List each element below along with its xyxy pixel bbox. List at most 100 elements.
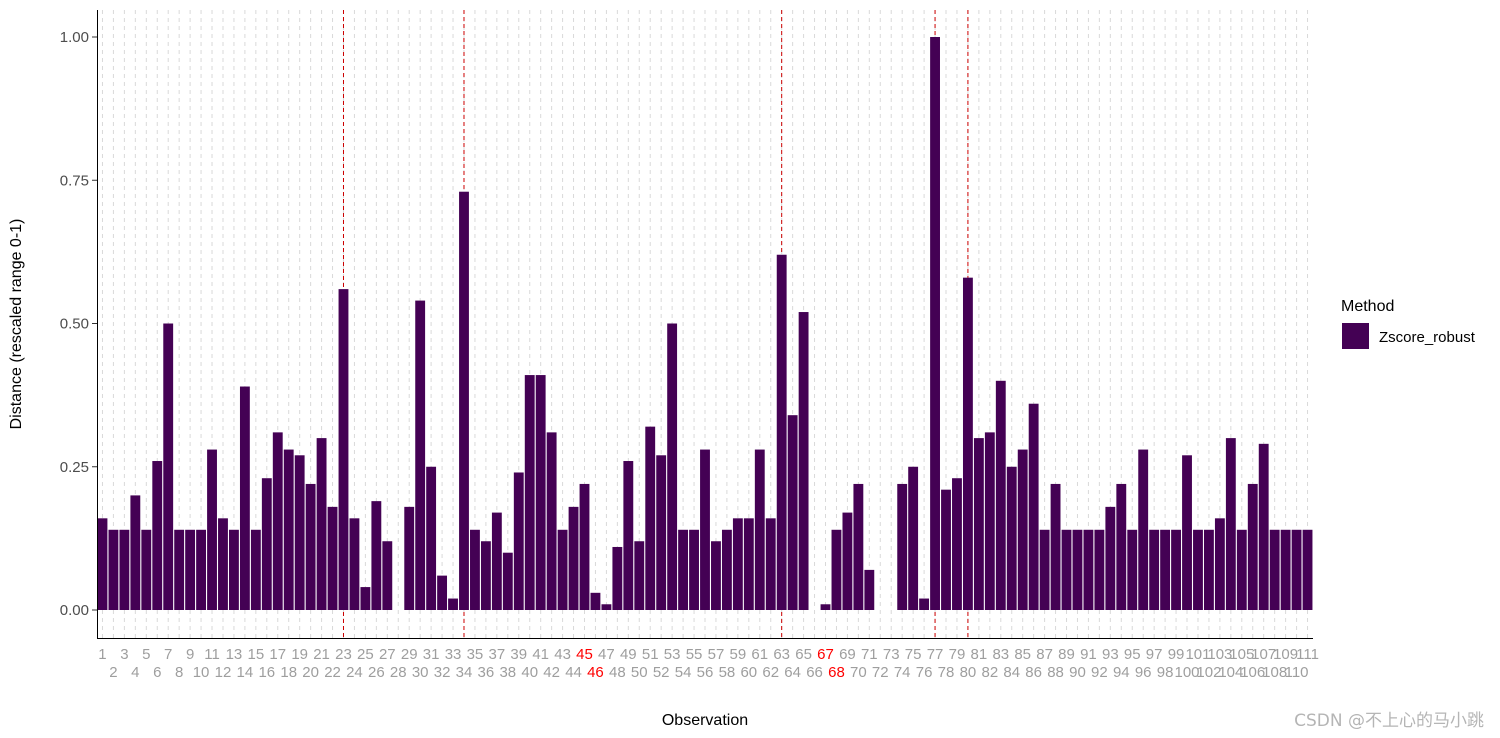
bar (919, 598, 930, 610)
x-tick-label: 43 (554, 646, 571, 663)
x-tick-label: 53 (664, 646, 681, 663)
x-tick-label: 84 (1003, 664, 1020, 681)
y-tick-label: 0.00 (60, 602, 89, 619)
bar (448, 598, 458, 610)
x-tick-label: 13 (226, 646, 243, 663)
bar (535, 375, 546, 610)
x-tick-label: 42 (543, 664, 560, 681)
bar (656, 455, 667, 610)
bar (853, 483, 864, 610)
x-tick-label: 15 (248, 646, 265, 663)
y-tick-label: 1.00 (60, 29, 89, 46)
x-tick-label: 62 (762, 664, 779, 681)
bar (426, 466, 437, 610)
x-axis-title: Observation (662, 712, 748, 729)
x-tick-label: 95 (1124, 646, 1141, 663)
legend-title: Method (1341, 298, 1394, 315)
x-tick-label: 64 (784, 664, 801, 681)
x-tick-label: 99 (1168, 646, 1185, 663)
bar (820, 604, 831, 610)
x-tick-label: 4 (131, 664, 139, 681)
legend-label: Zscore_robust (1379, 329, 1476, 346)
bar (1193, 529, 1203, 610)
x-tick-label: 58 (719, 664, 736, 681)
x-tick-label: 2 (109, 664, 117, 681)
x-tick-label: 103 (1207, 646, 1232, 663)
y-tick-label: 0.50 (60, 316, 89, 333)
x-tick-label: 107 (1251, 646, 1276, 663)
x-tick-label: 96 (1135, 664, 1152, 681)
bar (864, 569, 875, 610)
x-tick-label: 48 (609, 664, 626, 681)
bar (831, 529, 842, 610)
bar (437, 575, 448, 610)
bar (1236, 529, 1247, 610)
x-tick-label: 1 (98, 646, 106, 663)
x-tick-label: 31 (423, 646, 440, 663)
x-tick-label: 54 (675, 664, 692, 681)
x-tick-label: 72 (872, 664, 889, 681)
x-tick-label: 94 (1113, 664, 1130, 681)
bar (678, 529, 689, 610)
x-tick-label: 104 (1218, 664, 1243, 681)
bar (294, 455, 305, 610)
bar (327, 506, 338, 610)
y-axis-title: Distance (rescaled range 0-1) (8, 219, 25, 430)
bars (97, 37, 1313, 611)
x-tick-label: 39 (510, 646, 527, 663)
x-tick-label: 46 (587, 664, 604, 681)
highlight-lines (342, 10, 969, 638)
bar (207, 449, 217, 610)
x-tick-label: 71 (861, 646, 878, 663)
x-tick-label: 66 (806, 664, 823, 681)
x-tick-label: 5 (142, 646, 150, 663)
x-tick-label: 86 (1025, 664, 1042, 681)
x-tick-label: 89 (1058, 646, 1075, 663)
x-tick-label: 8 (175, 664, 183, 681)
bar (404, 506, 415, 610)
x-tick-label: 16 (258, 664, 275, 681)
bar (174, 529, 185, 610)
bar (316, 438, 327, 610)
bar (1017, 449, 1028, 610)
x-tick-label: 91 (1080, 646, 1097, 663)
bar (984, 432, 995, 610)
bar (995, 380, 1006, 610)
bar (502, 552, 513, 610)
bar (272, 432, 283, 610)
x-tick-label: 23 (335, 646, 352, 663)
x-tick-label: 65 (795, 646, 812, 663)
x-tick-label: 27 (379, 646, 396, 663)
bar (382, 541, 393, 610)
bar (1105, 506, 1116, 610)
bar (1006, 466, 1017, 610)
bar (1061, 529, 1072, 610)
bar (557, 529, 568, 610)
bar (1094, 529, 1105, 610)
x-tick-label: 82 (981, 664, 998, 681)
x-tick-label: 21 (313, 646, 330, 663)
x-tick-label: 61 (751, 646, 768, 663)
x-tick-label: 44 (565, 664, 582, 681)
bar (601, 604, 612, 610)
x-tick-label: 92 (1091, 664, 1108, 681)
bar (689, 529, 699, 610)
x-tick-label: 29 (401, 646, 418, 663)
x-tick-label: 14 (237, 664, 254, 681)
x-tick-label: 50 (631, 664, 648, 681)
bar (952, 478, 962, 610)
bar (283, 449, 294, 610)
bar (1291, 529, 1302, 610)
bar (612, 546, 623, 610)
x-tick-label: 101 (1185, 646, 1210, 663)
bar (568, 506, 579, 610)
x-tick-label: 19 (291, 646, 308, 663)
x-tick-label: 24 (346, 664, 363, 681)
bar (776, 254, 787, 611)
bar (1028, 403, 1039, 610)
x-tick-label: 25 (357, 646, 374, 663)
x-tick-label: 60 (740, 664, 757, 681)
bar (229, 529, 239, 610)
bar (908, 466, 919, 610)
